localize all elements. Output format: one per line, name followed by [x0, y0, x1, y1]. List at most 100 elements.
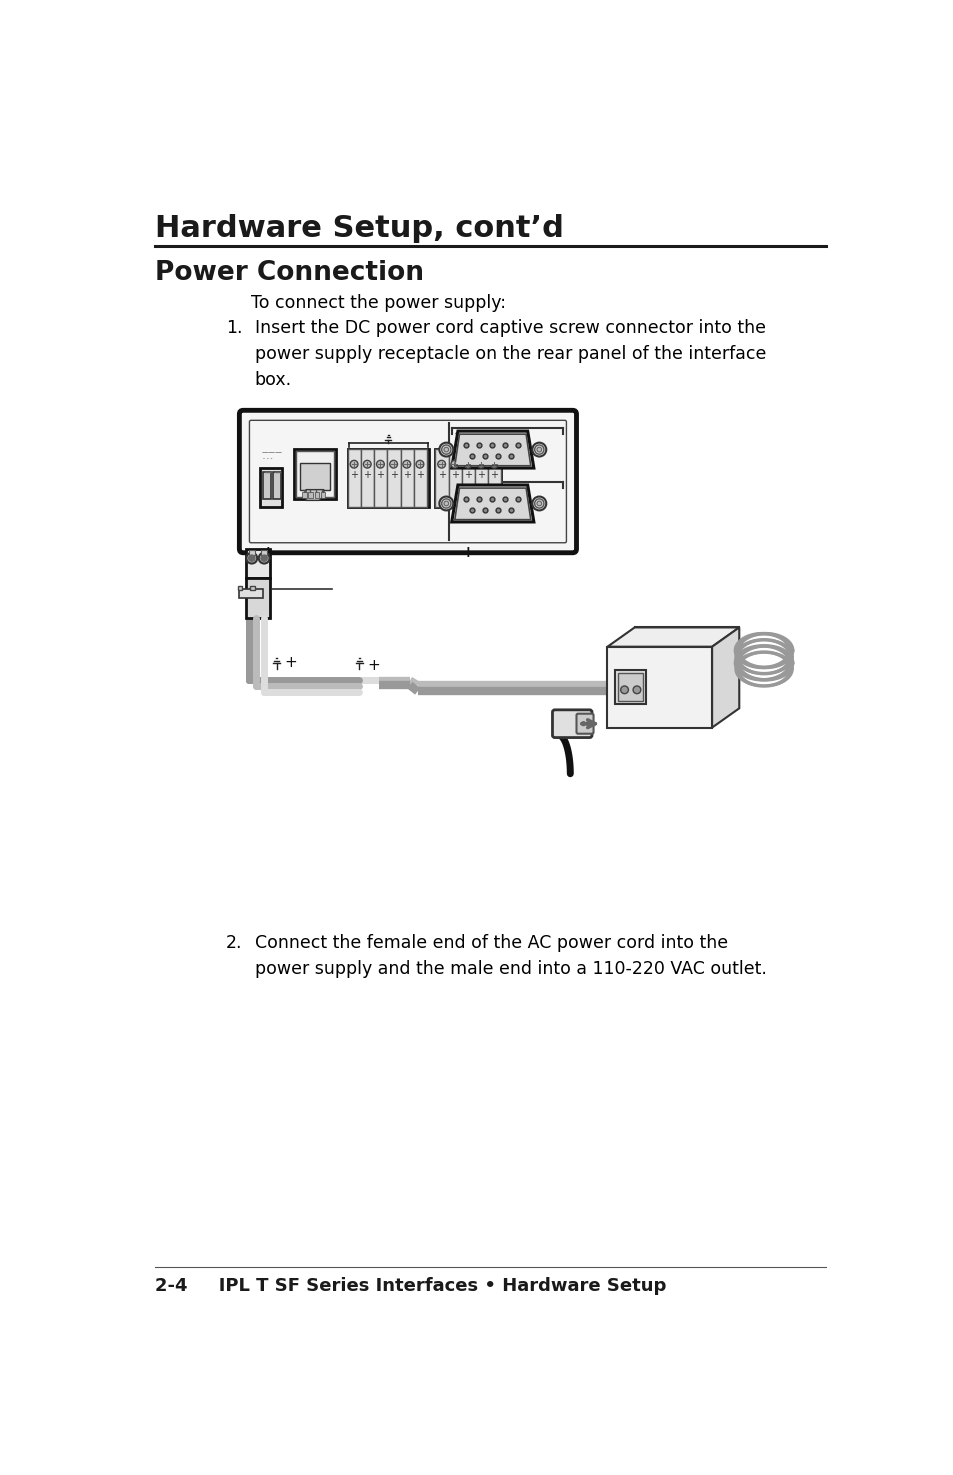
Text: 2-4     IPL T SF Series Interfaces • Hardware Setup: 2-4 IPL T SF Series Interfaces • Hardwar… — [154, 1276, 665, 1295]
Bar — [245, 549, 270, 578]
FancyBboxPatch shape — [576, 714, 593, 733]
Circle shape — [363, 460, 371, 468]
Text: −: − — [272, 544, 284, 559]
Polygon shape — [455, 488, 530, 519]
Circle shape — [585, 721, 590, 726]
Text: - - -: - - - — [262, 456, 272, 462]
Circle shape — [534, 445, 543, 454]
Text: +: + — [350, 471, 357, 479]
Polygon shape — [452, 431, 534, 468]
Bar — [374, 448, 387, 506]
Bar — [294, 448, 335, 499]
Circle shape — [620, 686, 628, 693]
Bar — [249, 550, 254, 555]
Bar — [263, 472, 271, 499]
Bar — [414, 448, 427, 506]
Text: ———: ——— — [261, 450, 282, 456]
Polygon shape — [634, 627, 739, 708]
Circle shape — [464, 460, 472, 468]
Circle shape — [441, 499, 451, 507]
Text: 2.: 2. — [226, 934, 242, 951]
Circle shape — [376, 460, 384, 468]
Bar — [237, 586, 242, 590]
Bar — [260, 468, 282, 506]
Bar — [245, 578, 270, 618]
Text: Insert the DC power cord captive screw connector into the
power supply receptacl: Insert the DC power cord captive screw c… — [254, 320, 765, 389]
Bar — [461, 448, 475, 506]
Circle shape — [439, 497, 453, 510]
Text: +: + — [389, 471, 397, 479]
Bar — [348, 448, 360, 506]
Circle shape — [476, 460, 484, 468]
Bar — [615, 670, 645, 705]
Text: +: + — [284, 655, 296, 670]
Circle shape — [258, 553, 270, 563]
Bar — [435, 448, 500, 506]
Bar — [239, 589, 262, 599]
FancyBboxPatch shape — [552, 709, 592, 738]
Bar — [360, 448, 374, 506]
Text: +: + — [463, 471, 472, 479]
Circle shape — [246, 553, 257, 563]
Circle shape — [537, 502, 541, 506]
Text: +: + — [363, 471, 371, 479]
Bar — [299, 463, 330, 490]
Bar — [274, 472, 281, 499]
Bar — [387, 448, 400, 506]
Circle shape — [532, 497, 546, 510]
Polygon shape — [306, 490, 323, 500]
Polygon shape — [607, 627, 739, 646]
Polygon shape — [455, 434, 530, 466]
Bar — [261, 550, 267, 555]
Polygon shape — [607, 646, 711, 727]
Circle shape — [581, 721, 585, 726]
Text: Hardware Setup, cont’d: Hardware Setup, cont’d — [154, 214, 563, 243]
Circle shape — [451, 460, 458, 468]
Text: +: + — [376, 471, 384, 479]
Text: +: + — [402, 471, 411, 479]
Bar — [314, 493, 319, 499]
Circle shape — [443, 502, 448, 506]
Text: +: + — [437, 471, 445, 479]
Bar — [308, 493, 313, 499]
Bar — [320, 493, 325, 499]
Bar — [348, 448, 429, 506]
Text: +: + — [476, 471, 485, 479]
Text: Connect the female end of the AC power cord into the
power supply and the male e: Connect the female end of the AC power c… — [254, 934, 766, 978]
Text: +: + — [367, 658, 379, 674]
Bar — [618, 673, 642, 702]
Circle shape — [249, 555, 254, 560]
Circle shape — [402, 460, 410, 468]
Circle shape — [350, 460, 357, 468]
Circle shape — [439, 442, 453, 456]
Text: +: + — [490, 471, 497, 479]
Bar — [250, 586, 254, 590]
Text: To connect the power supply:: To connect the power supply: — [251, 294, 505, 313]
Text: Power Connection: Power Connection — [154, 260, 423, 286]
Circle shape — [534, 499, 543, 507]
Text: +: + — [451, 471, 458, 479]
Circle shape — [416, 460, 423, 468]
Bar — [302, 493, 307, 499]
Circle shape — [537, 447, 541, 451]
Circle shape — [437, 460, 445, 468]
Circle shape — [532, 442, 546, 456]
Polygon shape — [711, 627, 739, 727]
Polygon shape — [452, 485, 534, 522]
Circle shape — [441, 445, 451, 454]
Bar — [400, 448, 414, 506]
Text: +: + — [261, 544, 274, 559]
Circle shape — [490, 460, 497, 468]
Bar — [475, 448, 488, 506]
Bar — [448, 448, 461, 506]
Bar — [488, 448, 500, 506]
Text: +: + — [416, 471, 423, 479]
Text: +: + — [461, 544, 474, 559]
Bar — [295, 451, 334, 497]
Text: 1.: 1. — [226, 320, 242, 338]
FancyBboxPatch shape — [239, 410, 576, 553]
Circle shape — [261, 555, 267, 560]
Circle shape — [633, 686, 640, 693]
Bar — [435, 448, 448, 506]
Circle shape — [390, 460, 397, 468]
